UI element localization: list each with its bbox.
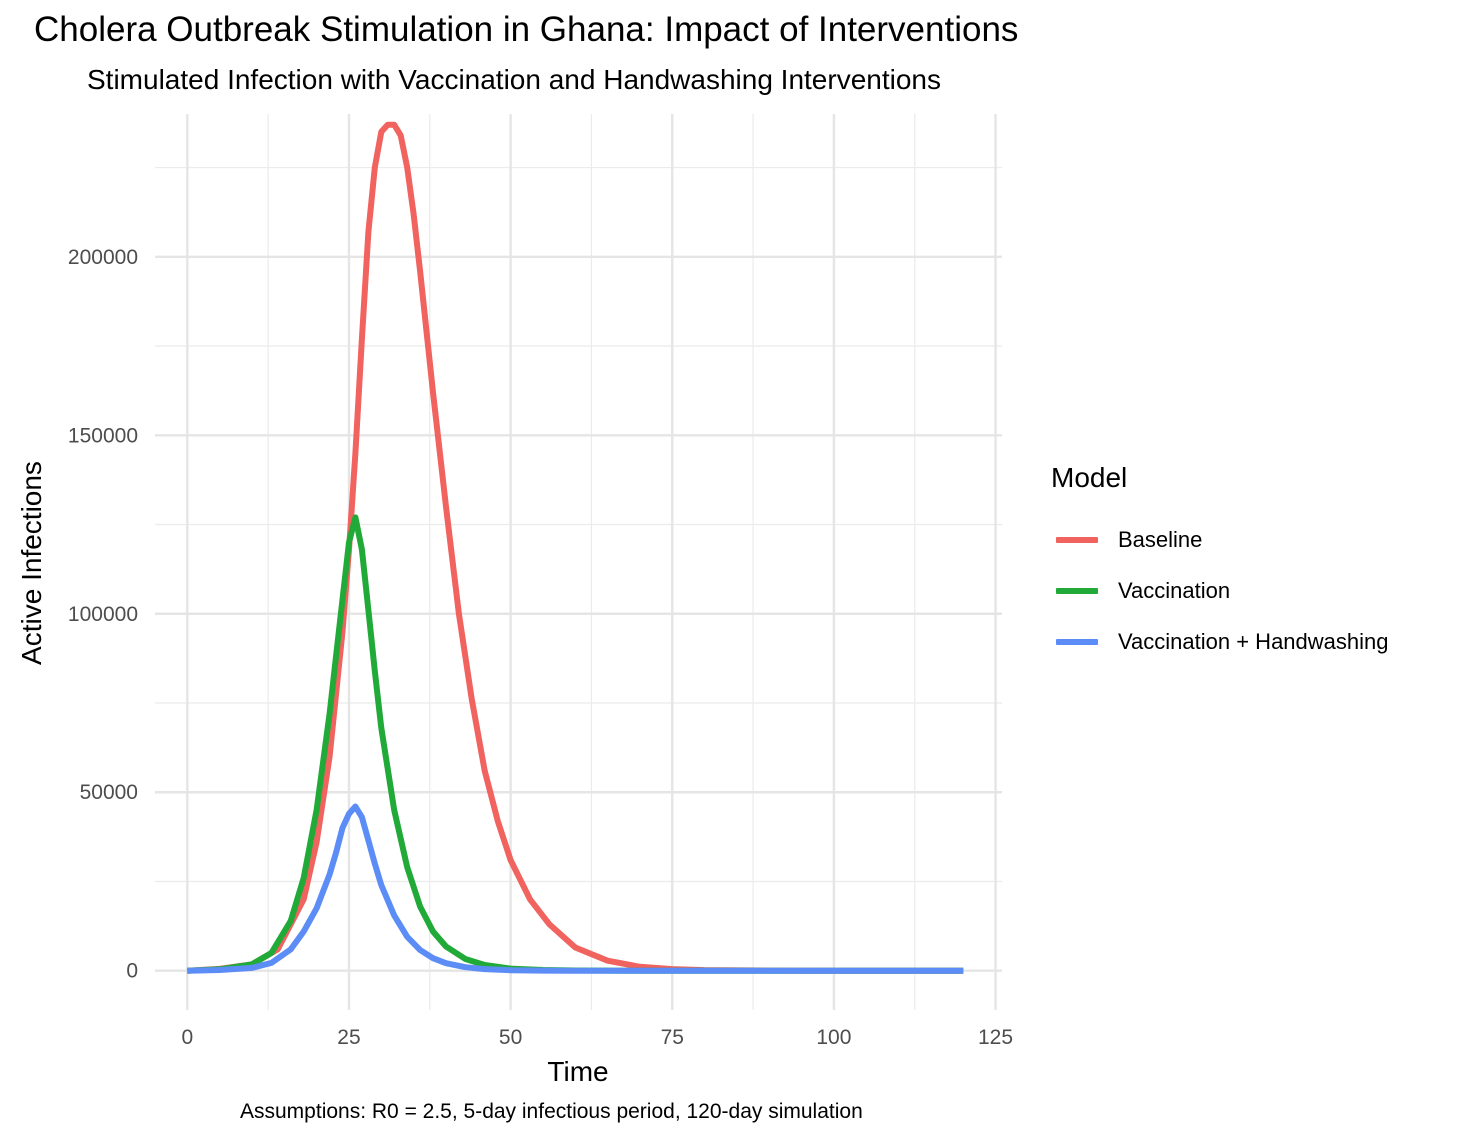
y-axis-title: Active Infections (16, 461, 47, 665)
y-tick-label: 100000 (68, 603, 138, 626)
x-tick-label: 75 (661, 1026, 684, 1049)
series-lines (187, 121, 964, 974)
y-tick-label: 150000 (68, 424, 138, 447)
x-tick-label: 125 (978, 1026, 1013, 1049)
x-tick-label: 100 (816, 1026, 851, 1049)
y-tick-label: 0 (126, 960, 138, 983)
x-tick-label: 50 (499, 1026, 522, 1049)
legend-item-baseline: Baseline (1051, 514, 1389, 565)
major-gridlines (155, 114, 1002, 1010)
x-tick-label: 25 (337, 1026, 360, 1049)
x-axis-title: Time (547, 1056, 608, 1087)
legend-item-vaccination-handwashing: Vaccination + Handwashing (1051, 616, 1389, 667)
legend-label-vaccination: Vaccination (1118, 577, 1231, 603)
series-line-vaccination-handwashing (187, 803, 964, 974)
x-tick-label: 0 (181, 1026, 193, 1049)
legend: Model Baseline Vaccination Vaccination +… (1051, 462, 1389, 667)
minor-gridlines (155, 114, 1002, 1010)
x-tick-labels: 0 25 50 75 100 125 (181, 1026, 1013, 1049)
y-tick-label: 200000 (68, 246, 138, 269)
legend-item-vaccination: Vaccination (1051, 565, 1389, 616)
legend-key-baseline (1056, 536, 1098, 543)
legend-label-vaccination-handwashing: Vaccination + Handwashing (1118, 628, 1389, 654)
y-tick-labels: 0 50000 100000 150000 200000 (68, 246, 138, 983)
chart-caption: Assumptions: R0 = 2.5, 5-day infectious … (240, 1100, 863, 1123)
chart-title: Cholera Outbreak Stimulation in Ghana: I… (34, 10, 1019, 49)
legend-title: Model (1051, 462, 1128, 493)
chart-subtitle: Stimulated Infection with Vaccination an… (87, 64, 941, 95)
series-line-baseline (187, 121, 964, 974)
legend-key-vaccination-handwashing (1056, 638, 1098, 645)
legend-key-vaccination (1056, 587, 1098, 594)
y-tick-label: 50000 (80, 781, 138, 804)
legend-label-baseline: Baseline (1118, 526, 1203, 552)
